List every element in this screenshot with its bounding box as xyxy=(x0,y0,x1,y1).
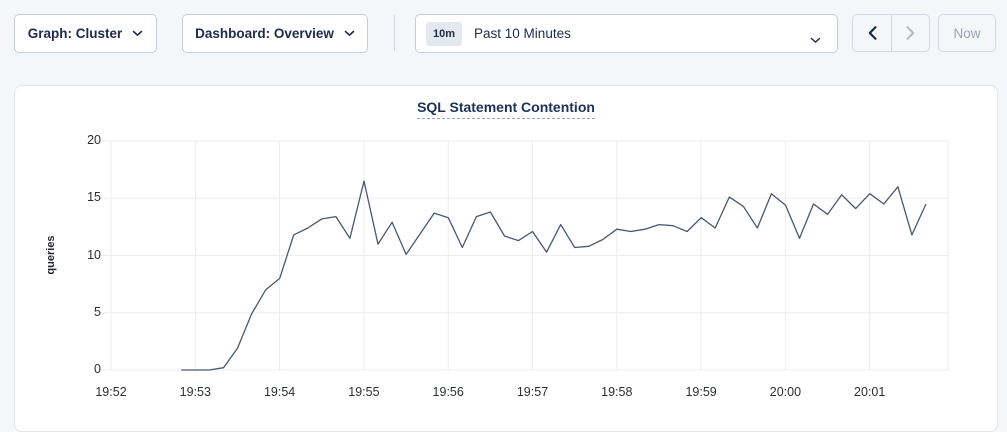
graph-dropdown-label: Graph: Cluster xyxy=(27,26,123,41)
x-tick-label: 19:56 xyxy=(432,385,464,399)
chevron-down-icon xyxy=(132,30,143,36)
x-tick-label: 19:58 xyxy=(601,385,633,399)
time-shift-forward-button[interactable] xyxy=(891,15,929,51)
chart-area: 0 5 10 15 20 19:52 19:53 19:54 19:55 19:56 19:57 19… xyxy=(15,86,999,432)
chart-title[interactable]: SQL Statement Contention xyxy=(417,99,595,119)
sql-contention-chart xyxy=(95,140,949,371)
x-tick-label: 19:57 xyxy=(516,385,549,399)
now-button[interactable]: Now xyxy=(938,14,996,52)
chevron-down-icon xyxy=(810,31,821,49)
x-tick-label: 20:00 xyxy=(769,385,802,399)
toolbar-divider xyxy=(394,15,395,51)
sql-contention-series-line xyxy=(181,180,927,371)
x-tick-label: 20:01 xyxy=(854,385,886,399)
x-tick-label: 19:59 xyxy=(685,385,717,399)
chevron-left-icon xyxy=(868,26,877,40)
y-tick-label: 20 xyxy=(87,133,101,147)
y-tick-label: 0 xyxy=(94,362,101,376)
time-shift-back-button[interactable] xyxy=(853,15,891,51)
chevron-right-icon xyxy=(906,26,915,40)
y-tick-label: 15 xyxy=(87,190,101,205)
dashboard-dropdown[interactable]: Dashboard: Overview xyxy=(182,14,368,53)
y-axis-label: queries xyxy=(45,235,57,275)
x-tick-label: 19:54 xyxy=(263,385,296,399)
time-range-label: Past 10 Minutes xyxy=(474,26,571,41)
dashboard-dropdown-label: Dashboard: Overview xyxy=(195,26,334,41)
x-tick-label: 19:53 xyxy=(179,385,211,399)
y-tick-label: 5 xyxy=(94,304,101,319)
y-tick-label: 10 xyxy=(87,247,101,262)
time-range-badge: 10m xyxy=(426,21,463,46)
chevron-down-icon xyxy=(344,30,355,36)
time-shift-control xyxy=(852,14,930,52)
graph-dropdown[interactable]: Graph: Cluster xyxy=(14,14,157,53)
toolbar: Graph: Cluster Dashboard: Overview 10m P… xyxy=(0,0,1007,85)
chart-panel: 0 5 10 15 20 19:52 19:53 19:54 19:55 19:56 19:57 19… xyxy=(14,85,998,432)
time-range-dropdown[interactable]: 10m Past 10 Minutes xyxy=(415,14,838,53)
now-button-label: Now xyxy=(953,25,981,41)
x-tick-label: 19:55 xyxy=(348,385,380,399)
x-tick-label: 19:52 xyxy=(95,385,127,399)
